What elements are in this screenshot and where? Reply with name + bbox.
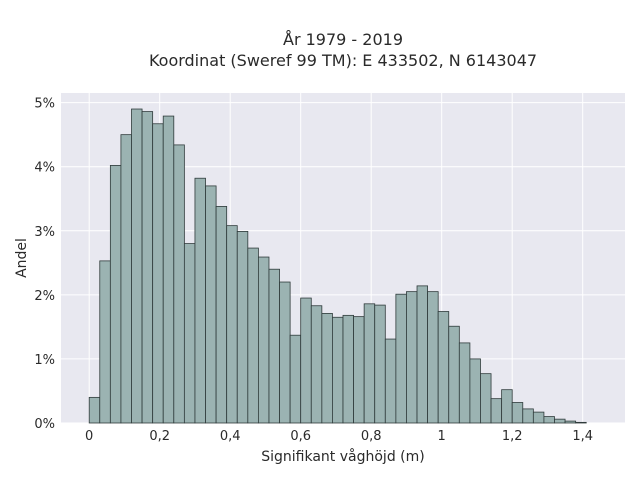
histogram-bar	[247, 247, 259, 424]
bars	[88, 108, 587, 424]
histogram-bar	[427, 291, 439, 424]
histogram-bar	[310, 305, 323, 424]
y-tick-label: 2%	[34, 289, 55, 304]
histogram-bar	[268, 268, 280, 424]
histogram-bar	[522, 408, 534, 424]
histogram-bar	[532, 411, 545, 424]
x-axis-ticks: 0 0,2 0,4 0,6 0,8 1 1,2 1,4	[85, 429, 593, 444]
y-tick-label: 0%	[34, 417, 55, 432]
histogram-bar	[236, 231, 249, 424]
histogram-bar	[162, 115, 175, 424]
histogram-bar	[575, 421, 587, 424]
histogram-bar	[384, 338, 397, 424]
histogram-bar	[501, 389, 513, 424]
x-tick-label: 0,8	[361, 429, 382, 444]
histogram-bar	[289, 334, 302, 424]
x-tick-label: 0	[85, 429, 93, 444]
histogram-bar	[109, 165, 122, 424]
x-axis-label: Signifikant våghöjd (m)	[261, 448, 424, 465]
histogram-bar	[194, 177, 206, 424]
histogram-bar	[300, 297, 312, 424]
histogram-bar	[88, 396, 101, 424]
histogram-bar	[226, 225, 238, 424]
histogram-bar	[543, 416, 555, 424]
histogram-bar	[173, 144, 185, 424]
histogram-bar	[480, 373, 492, 424]
histogram-bar	[99, 260, 111, 424]
histogram-bar	[469, 358, 481, 424]
histogram-bar	[353, 316, 365, 424]
x-tick-label: 1,4	[572, 429, 593, 444]
histogram-bar	[131, 108, 143, 424]
histogram-bar	[342, 314, 354, 424]
histogram-bar	[279, 281, 291, 424]
x-tick-label: 1	[438, 429, 446, 444]
histogram-bar	[374, 304, 386, 424]
x-tick-label: 0,6	[290, 429, 311, 444]
histogram-bar	[448, 325, 460, 424]
histogram-bar	[205, 185, 217, 424]
histogram-bar	[332, 316, 344, 424]
chart-title-line-2: Koordinat (Sweref 99 TM): E 433502, N 61…	[149, 51, 537, 70]
histogram-bar	[321, 313, 333, 424]
x-tick-label: 1,2	[502, 429, 523, 444]
histogram-bar	[183, 243, 196, 424]
histogram-bar	[215, 206, 228, 424]
y-axis-label: Andel	[14, 238, 30, 278]
y-tick-label: 5%	[34, 97, 55, 112]
histogram-bar	[554, 418, 566, 424]
histogram-bar	[152, 123, 164, 424]
histogram-bar	[490, 398, 503, 424]
histogram-bar	[437, 311, 450, 424]
y-tick-label: 4%	[34, 161, 55, 176]
histogram-bar	[363, 303, 376, 424]
histogram-bar	[406, 291, 418, 424]
x-tick-label: 0,2	[149, 429, 170, 444]
chart-title-line-1: År 1979 - 2019	[283, 30, 403, 49]
histogram-bar	[141, 111, 154, 424]
y-tick-label: 3%	[34, 225, 55, 240]
histogram-bar	[564, 420, 577, 424]
histogram-bar	[458, 342, 471, 424]
y-axis-ticks: 0% 1% 2% 3% 4% 5%	[34, 97, 55, 432]
histogram-bar	[120, 134, 132, 424]
x-tick-label: 0,4	[220, 429, 241, 444]
histogram-bar	[395, 293, 407, 424]
y-tick-label: 1%	[34, 353, 55, 368]
histogram-bar	[511, 402, 524, 424]
histogram-bar	[257, 256, 270, 424]
histogram-bar	[416, 285, 428, 424]
